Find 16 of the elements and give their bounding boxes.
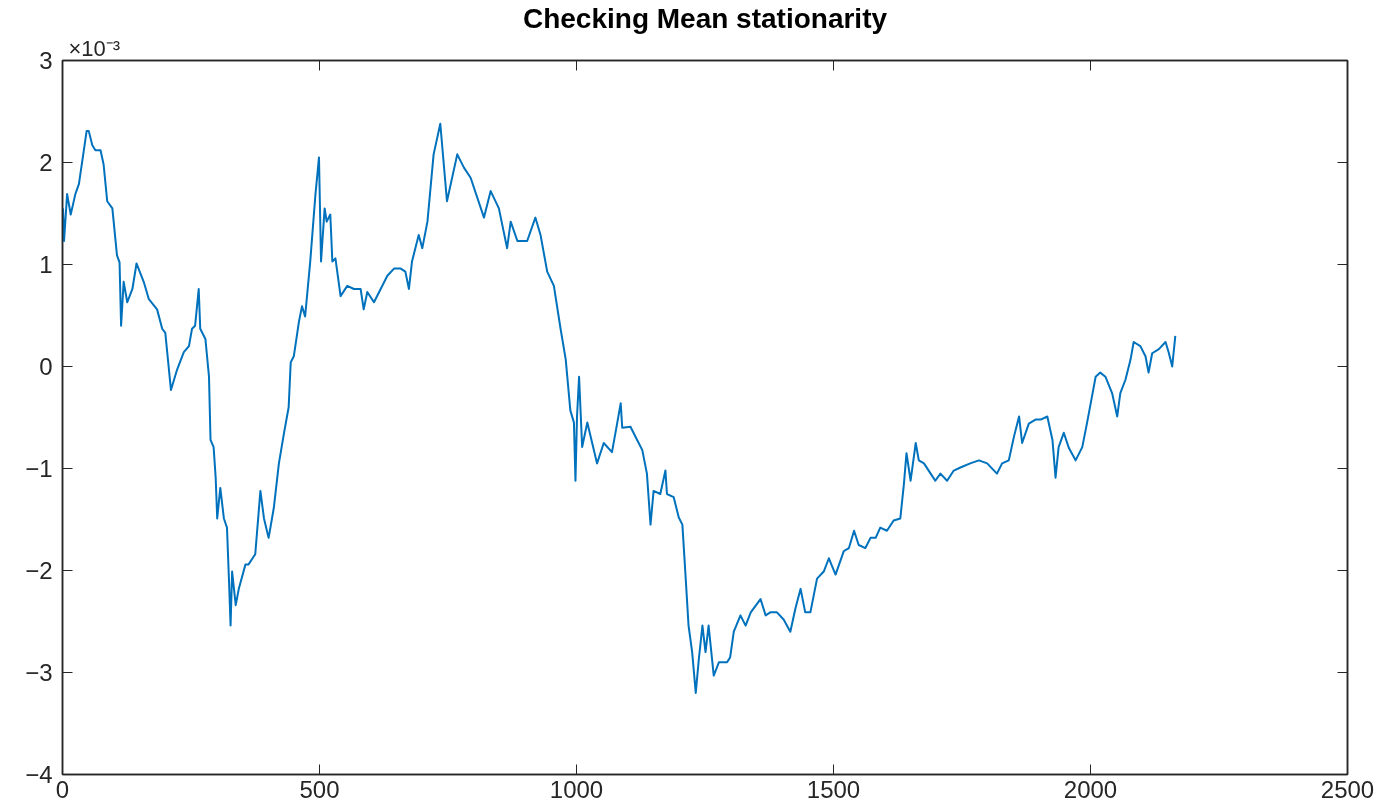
- y-tick-label: 3: [39, 47, 53, 74]
- chart-title: Checking Mean stationarity: [522, 2, 888, 34]
- y-tick-label: −1: [25, 455, 53, 482]
- annotation: ×10⁻³: [68, 35, 121, 61]
- x-tick-label: 1500: [806, 775, 861, 800]
- x-tick-label: 0: [55, 775, 70, 800]
- x-tick-label: 1000: [549, 775, 604, 800]
- x-tick-label: 2000: [1063, 775, 1118, 800]
- x-tick-label: 2500: [1320, 775, 1375, 800]
- x-tick-label: 500: [299, 775, 340, 800]
- y-tick-label: −4: [25, 761, 53, 788]
- y-tick-label: 1: [39, 251, 53, 278]
- y-tick-label: −3: [25, 659, 53, 686]
- y-tick-label: −2: [25, 557, 53, 584]
- y-tick-label: 2: [39, 149, 53, 176]
- y-tick-label: 0: [39, 353, 53, 380]
